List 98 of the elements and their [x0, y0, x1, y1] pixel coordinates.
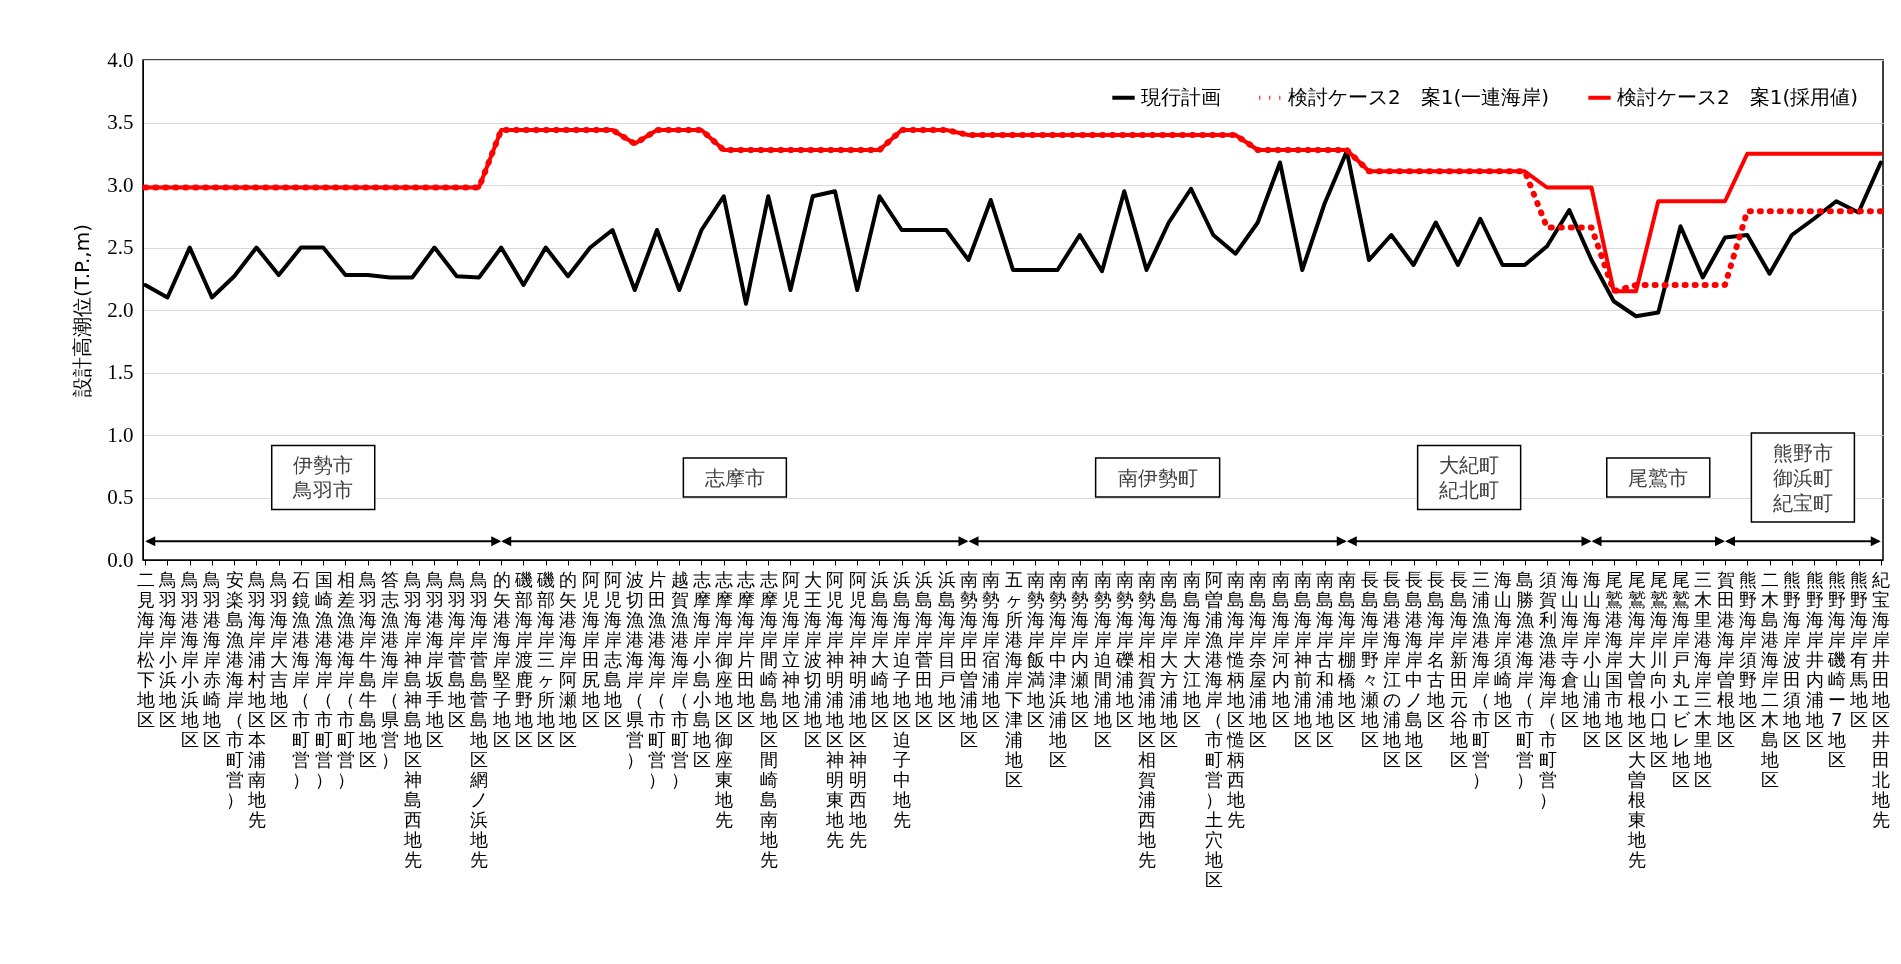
category-label: 紀宝海岸井田地区井田北地先	[1872, 568, 1891, 830]
category-label: 賀田港海岸曽根地区	[1716, 568, 1735, 750]
category-label: 的矢港海岸堅子地区	[492, 568, 511, 750]
x-tick-label: 阿児海岸志島地区	[602, 568, 622, 730]
category-label: 三木里港海岸三木里地区	[1694, 568, 1713, 790]
category-label: 海山海岸小山浦地区	[1583, 568, 1602, 750]
category-label: 国崎漁港海岸（市町営）	[314, 568, 333, 790]
category-label: 鳥羽港海岸小浜地区	[181, 568, 200, 750]
category-label: 南島海岸神前浦地区	[1293, 568, 1312, 750]
category-label: 熊野海岸磯崎ー7地区	[1827, 568, 1846, 770]
x-tick-label: 南島海岸河内地区	[1270, 568, 1290, 730]
category-label: 鳥羽港海岸赤崎地区	[203, 568, 222, 750]
x-tick-label: 阿児海岸立神地区	[780, 568, 800, 730]
legend-label: 検討ケース2 案1(一連海岸)	[1288, 84, 1550, 109]
y-tick-label: 1.0	[107, 422, 134, 447]
category-label: 磯部海岸三ヶ所地区	[537, 568, 556, 750]
category-label: 阿曽浦漁港海岸（市町営）土穴地区	[1204, 568, 1223, 890]
y-tick-label: 0.0	[107, 547, 134, 572]
category-label: 長島港海岸江の浦地区	[1382, 568, 1401, 770]
category-label: 須賀利漁港海岸（市町営）	[1538, 568, 1557, 810]
y-tick-label: 2.5	[107, 235, 134, 259]
annotation: 尾鷲市	[1628, 465, 1689, 490]
category-label: 南島海岸慥柄地区慥柄西地先	[1227, 568, 1246, 830]
category-label: 鳥羽海岸菅島菅島地区網ノ浜地先	[470, 568, 489, 870]
category-label: 的矢港海岸阿瀬地区	[559, 568, 578, 750]
x-tick-label: 南勢海岸内瀬地区	[1070, 568, 1090, 730]
annotation: 志摩市	[704, 465, 765, 490]
category-label: 尾鷲港海岸国市地区	[1605, 568, 1624, 750]
category-label: 南島海岸大方浦地区	[1160, 568, 1179, 750]
category-label: 鳥羽海岸牛島牛島地区	[359, 568, 378, 770]
y-tick-label: 4.0	[107, 47, 134, 72]
category-label: 島勝漁港海岸（市町営）	[1516, 568, 1535, 790]
category-label: 長島海岸野々瀬地区	[1360, 568, 1379, 750]
x-tick-label: 南島海岸大江地区	[1181, 568, 1201, 730]
category-label: 二木島港海岸二木島地区	[1761, 568, 1780, 790]
category-label: 石鏡漁港海岸（市町営）	[292, 568, 311, 790]
category-label: 鳥羽海岸浦村地区本浦南地先	[247, 568, 266, 830]
category-label: 南勢海岸田曽浦地区	[960, 568, 978, 750]
x-tick-label: 南勢海岸宿浦地区	[981, 568, 1001, 730]
category-label: 浜島海岸迫子地区迫子中地先	[893, 568, 912, 830]
category-label: 熊野海岸波田須地区	[1783, 568, 1802, 750]
category-label: 鳥羽海岸神島神島地区神島西地先	[403, 568, 422, 870]
y-tick-label: 0.5	[107, 485, 134, 509]
x-tick-label: 阿児海岸田尻地区	[580, 568, 600, 730]
category-label: 尾鷲海岸川向小口地区	[1649, 568, 1668, 770]
category-label: 尾鷲海岸大曽根地区大曽根東地先	[1627, 568, 1646, 870]
y-tick-label: 3.5	[107, 110, 134, 134]
x-tick-label: 浜島海岸大崎地区	[870, 568, 889, 730]
category-label: 志摩海岸御座地区御座東地先	[715, 568, 734, 830]
annotation: 熊野市御浜町紀宝町	[1772, 440, 1833, 515]
category-label: 鳥羽港海岸坂手地区	[425, 568, 444, 750]
category-label: 磯部海岸渡鹿野地区	[514, 568, 533, 750]
annotation: 伊勢市鳥羽市	[292, 453, 354, 502]
x-tick-label: 二見海岸松下地区	[135, 568, 155, 730]
x-tick-label: 南勢海岸飯満地区	[1025, 568, 1045, 730]
y-tick-label: 1.5	[107, 360, 134, 384]
y-tick-label: 2.0	[107, 297, 134, 322]
category-label: 南勢海岸迫間浦地区	[1093, 568, 1112, 750]
category-label: 相差漁港海岸（市町営）	[336, 568, 355, 790]
category-label: 志摩海岸間崎島地区間崎島南地先	[759, 568, 778, 870]
category-label: 南勢海岸相賀浦地区相賀浦西地先	[1138, 568, 1156, 870]
legend-label: 現行計画	[1141, 84, 1221, 109]
category-label: 南勢海岸中津浜浦地区	[1049, 568, 1067, 770]
category-label: 越賀漁港海岸（市町営）	[670, 568, 689, 790]
x-tick-label: 南島海岸棚橋地区	[1337, 568, 1357, 730]
category-label: 南島海岸古和浦地区	[1316, 568, 1335, 750]
category-label: 阿児海岸神明浦地区神明西地先	[848, 568, 867, 850]
category-label: 安楽島漁港海岸（市町営）	[225, 568, 244, 810]
category-label: 片田漁港海岸（市町営）	[648, 568, 667, 790]
x-tick-label: 浜島海岸目戸地区	[936, 568, 956, 730]
y-tick-label: 3.0	[107, 172, 134, 197]
category-label: 答志漁港海岸（県営）	[381, 568, 400, 770]
x-tick-label: 鳥羽海岸菅島地区	[447, 568, 467, 730]
x-tick-label: 長島海岸名古地区	[1426, 568, 1446, 730]
category-label: 大王海岸波切浦地区	[804, 568, 823, 750]
category-label: 阿児海岸神明浦地区神明東地先	[826, 568, 845, 850]
category-label: 五ヶ所港海岸下津浦地区	[1004, 568, 1023, 790]
x-tick-label: 海山海岸須崎地区	[1493, 568, 1513, 730]
x-tick-label: 海山海岸寺倉地区	[1559, 568, 1579, 730]
x-tick-label: 鳥羽海岸大吉地区	[269, 568, 289, 730]
category-label: 熊野海岸井内浦地区	[1805, 568, 1824, 750]
x-tick-label: 鳥羽海岸小浜地区	[157, 568, 177, 730]
category-label: 長島海岸新田元谷地区	[1449, 568, 1468, 770]
legend-label: 検討ケース2 案1(採用値)	[1617, 84, 1859, 109]
category-label: 志摩海岸小島小島地区	[692, 568, 711, 770]
category-label: 南島海岸奈屋浦地区	[1249, 568, 1268, 750]
annotation: 大紀町紀北町	[1439, 453, 1500, 502]
x-tick-label: 浜島海岸菅田地区	[914, 568, 934, 730]
x-tick-label: 志摩海岸片田地区	[736, 568, 756, 730]
category-label: 尾鷲海岸戸丸エビレ地区	[1672, 568, 1691, 790]
category-label: 波切漁港海岸（県営）	[626, 568, 645, 770]
category-label: 三浦漁港海岸（市町営）	[1471, 568, 1490, 790]
x-tick-label: 南勢海岸礫浦地区	[1114, 568, 1134, 730]
x-tick-label: 熊野海岸有馬地区	[1849, 568, 1869, 730]
x-tick-label: 熊野海岸須野地区	[1737, 568, 1757, 730]
category-label: 長島港海岸中ノ島地区	[1405, 568, 1424, 770]
y-axis-title: 設計高潮位(T.P.,m)	[70, 224, 95, 397]
annotation: 南伊勢町	[1117, 465, 1198, 490]
